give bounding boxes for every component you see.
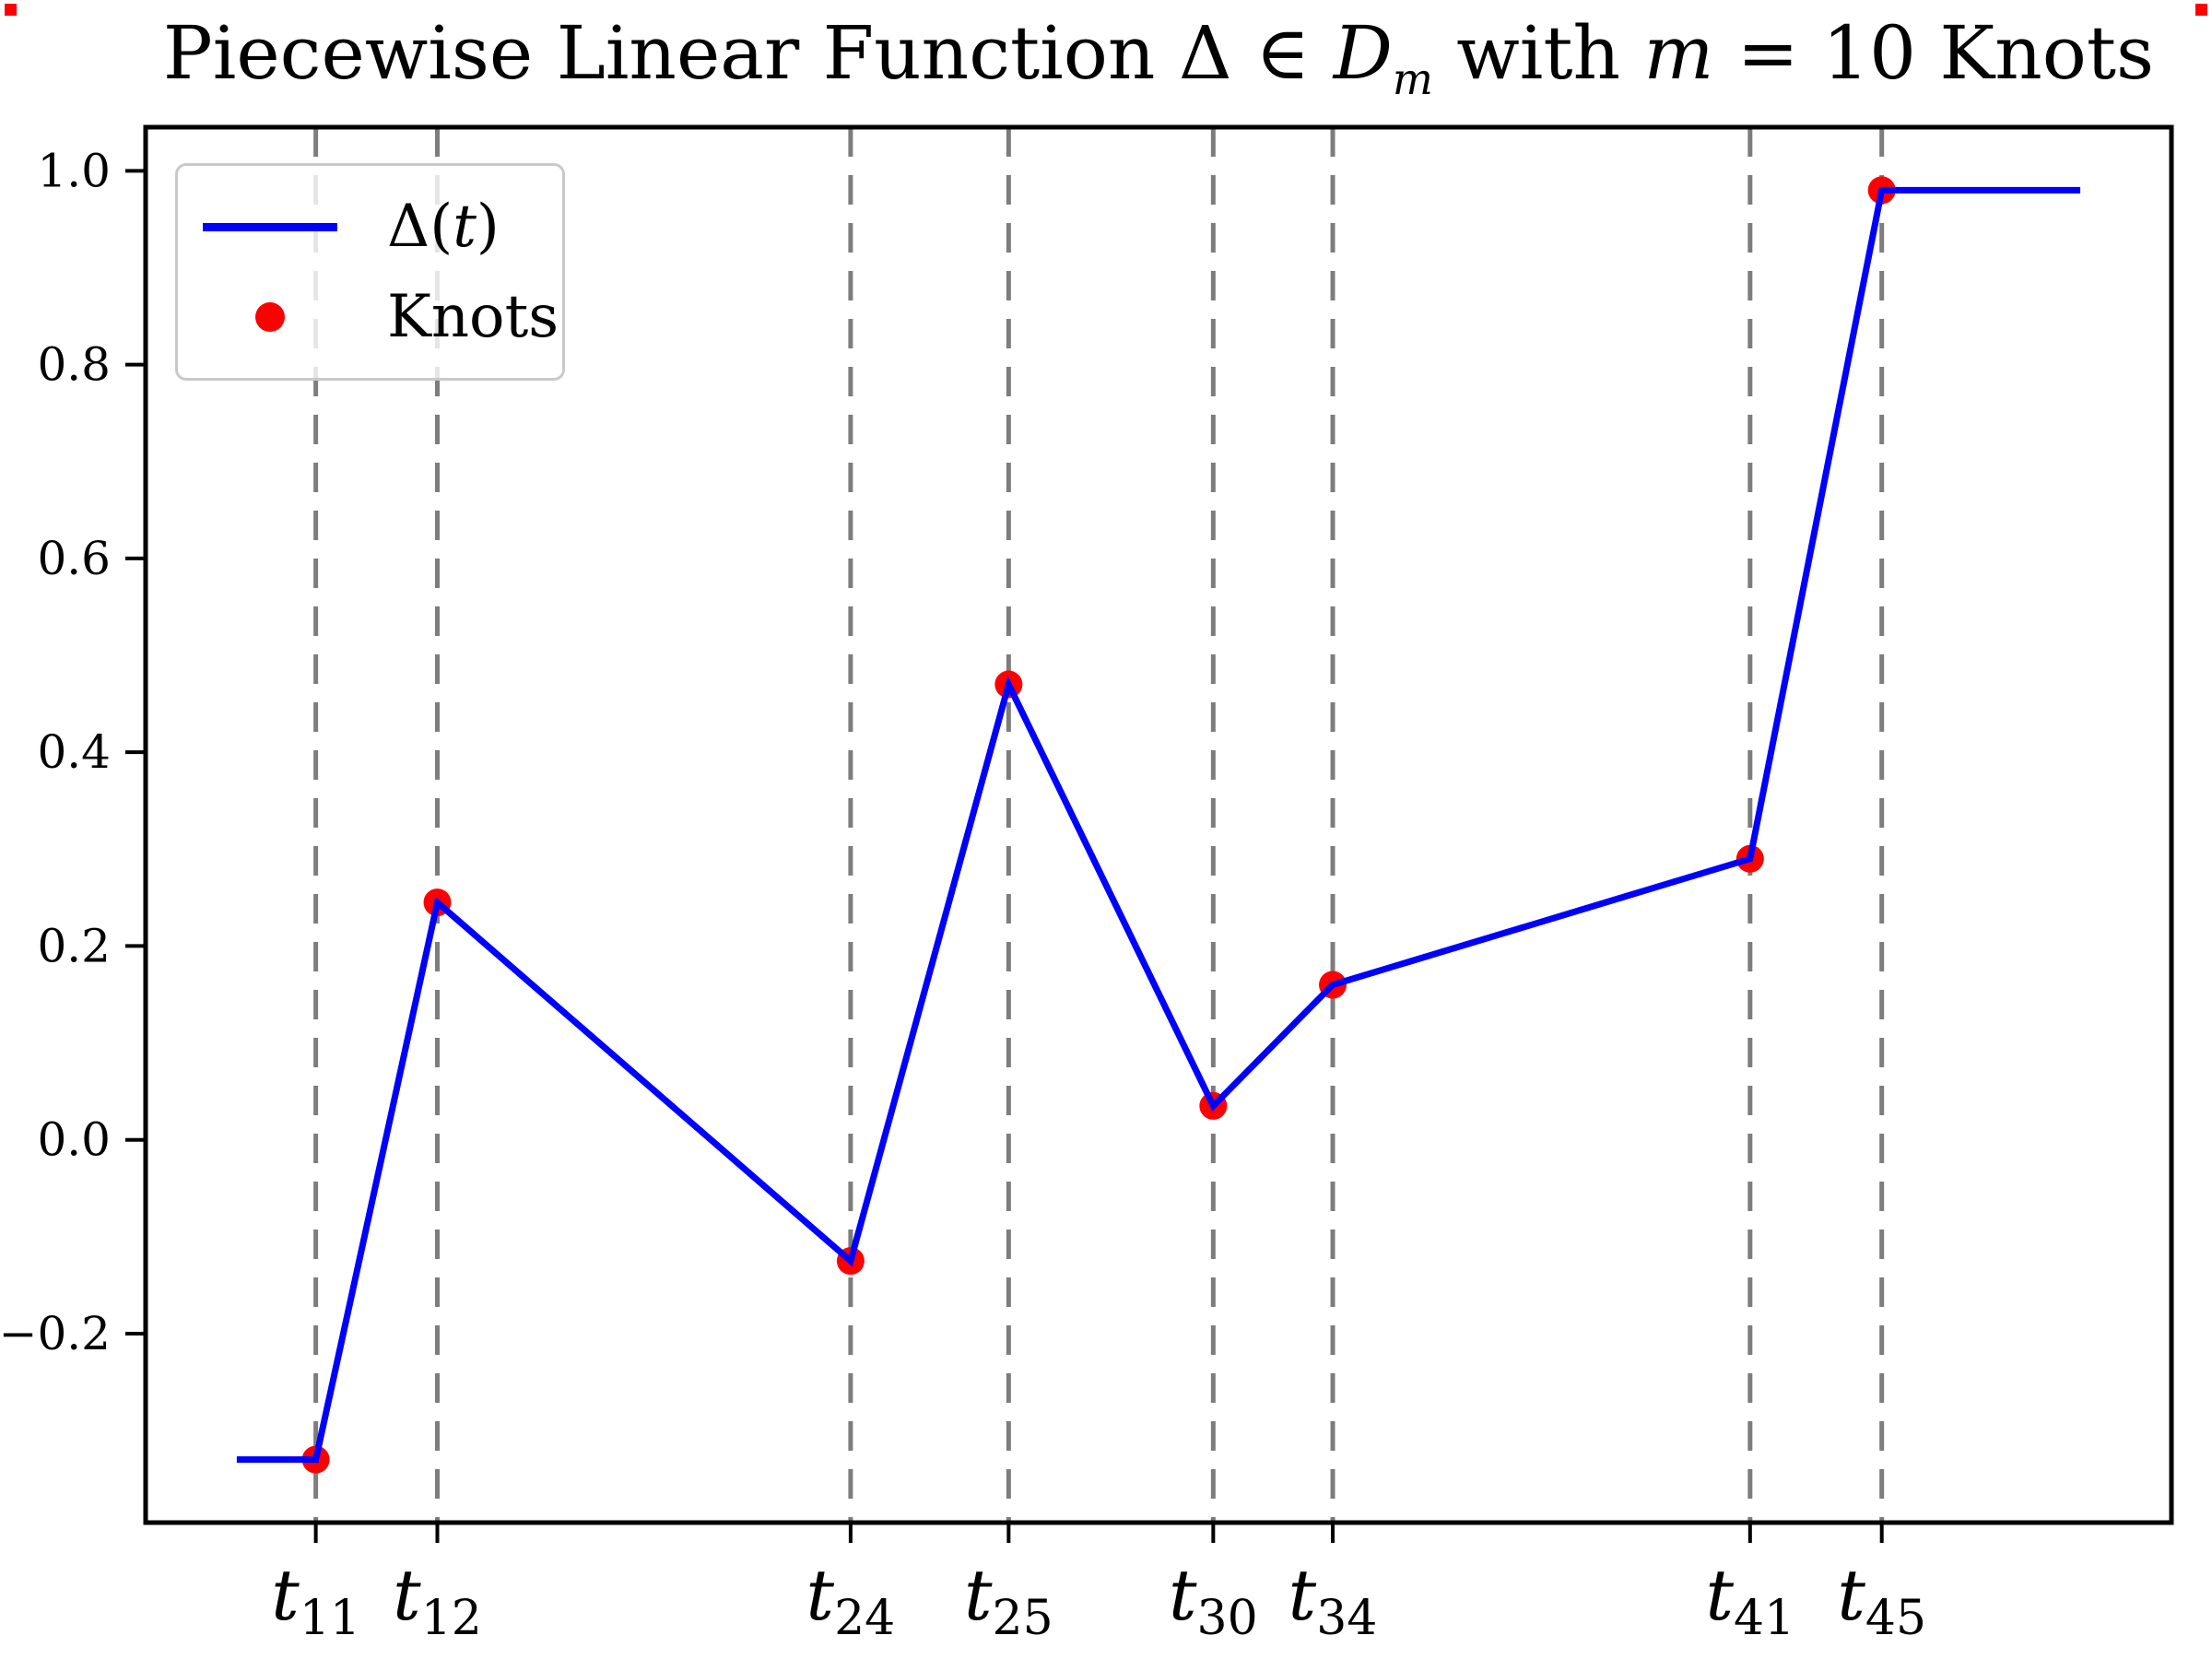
- y-tick-label: 0.2: [37, 919, 111, 972]
- title-tail: = 10 Knots: [1713, 10, 2155, 96]
- corner-marker-top-right: [2195, 4, 2207, 16]
- title-text: Piecewise Linear Function Δ ∈: [162, 10, 1334, 96]
- legend-item-knots: Knots: [203, 288, 562, 347]
- y-tick-label: 0.6: [37, 532, 111, 585]
- legend-label-delta: Δ(t): [387, 193, 500, 261]
- x-tick-label: t25: [964, 1554, 1053, 1646]
- title-mid: with: [1432, 10, 1644, 96]
- y-tick-label: 0.4: [37, 725, 111, 779]
- title-var-m: m: [1643, 10, 1714, 96]
- delta-line: [236, 186, 2081, 1464]
- legend-dot-sample: [255, 302, 285, 332]
- y-tick-label: −0.2: [0, 1307, 111, 1360]
- chart-title: Piecewise Linear Function Δ ∈ Dm with m …: [0, 10, 2212, 101]
- legend-label-knots: Knots: [387, 283, 559, 351]
- x-tick-label: t12: [393, 1554, 482, 1646]
- legend-line-sample: [203, 222, 337, 231]
- x-tick-label: t30: [1169, 1554, 1258, 1646]
- title-script-d: D: [1333, 10, 1393, 96]
- y-tick-label: 1.0: [37, 144, 111, 197]
- corner-marker-top-left: [5, 4, 17, 16]
- x-tick-label: t24: [806, 1554, 896, 1646]
- y-tick-label: 0.8: [37, 338, 111, 392]
- axes-frame: [143, 124, 2174, 1525]
- title-sub-m: m: [1392, 54, 1433, 104]
- x-tick-label: t11: [271, 1554, 360, 1646]
- y-tick-label: 0.0: [37, 1113, 111, 1167]
- legend: Δ(t) Knots: [175, 163, 565, 381]
- x-tick-label: t45: [1837, 1554, 1926, 1646]
- legend-item-delta: Δ(t): [203, 197, 562, 256]
- x-tick-label: t34: [1288, 1554, 1378, 1646]
- x-tick-label: t41: [1705, 1554, 1794, 1646]
